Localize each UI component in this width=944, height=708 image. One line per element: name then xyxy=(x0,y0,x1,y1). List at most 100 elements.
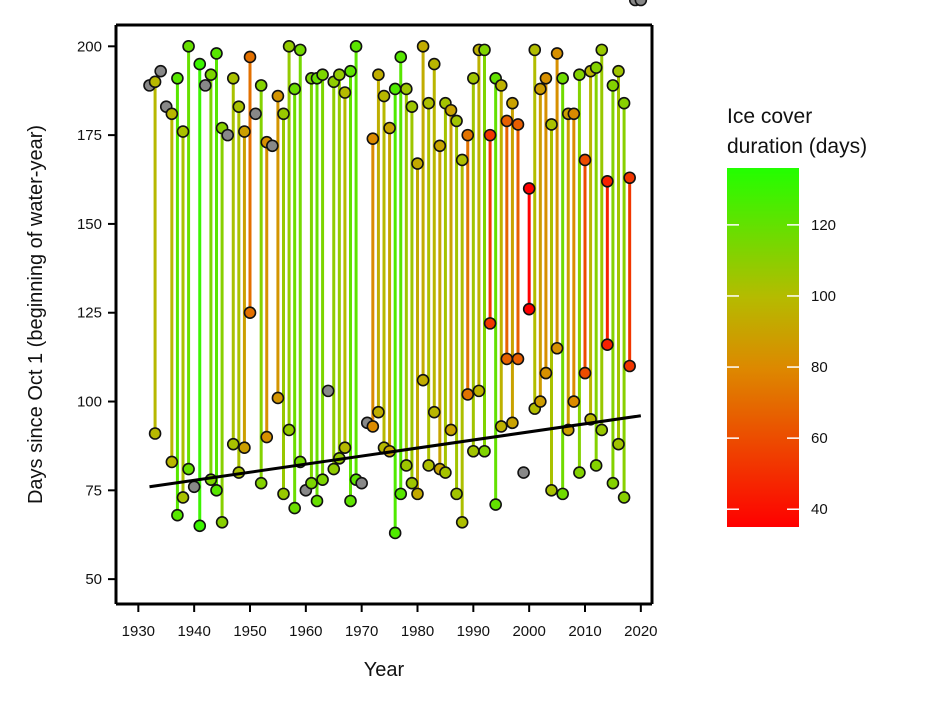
x-tick-label: 1970 xyxy=(345,623,378,640)
ice-off-point xyxy=(612,64,625,78)
ice-on-point xyxy=(617,491,631,504)
plot-area: 50 75 100 125 150 175 200 1930 1940 1950 1960 1970 1… xyxy=(25,0,658,681)
ice-off-point xyxy=(349,40,363,53)
ice-on-point xyxy=(623,359,636,373)
x-tick-label: 1930 xyxy=(122,623,155,640)
ice-off-point xyxy=(455,153,469,167)
legend-tick-label: 120 xyxy=(811,217,836,234)
ice-on-point xyxy=(171,508,184,522)
ice-off-point xyxy=(405,100,419,113)
ice-on-point xyxy=(176,491,190,504)
ice-off-point xyxy=(634,0,648,7)
ice-on-point xyxy=(238,441,251,455)
ice-on-point xyxy=(444,423,458,437)
ice-off-point xyxy=(467,71,480,85)
ice-on-point xyxy=(277,487,290,501)
ice-on-point xyxy=(182,462,195,476)
ice-off-point xyxy=(316,68,329,82)
ice-on-point xyxy=(316,473,329,486)
ice-on-point xyxy=(394,487,408,501)
ice-on-point xyxy=(288,501,301,515)
segments xyxy=(153,46,632,533)
x-tick-label: 2010 xyxy=(568,623,601,640)
ice-off-point xyxy=(500,114,514,128)
ice-on-point xyxy=(372,405,385,419)
y-tick-label: 175 xyxy=(77,127,102,144)
legend-tick-label: 40 xyxy=(811,501,828,518)
ice-on-point xyxy=(550,341,564,355)
ice-off-point xyxy=(344,64,357,78)
ice-on-point xyxy=(148,427,162,440)
ice-off-point xyxy=(377,89,391,103)
ice-off-point xyxy=(338,86,352,99)
ice-on-point xyxy=(494,420,508,433)
ice-on-point xyxy=(511,352,525,366)
ice-off-point xyxy=(556,71,569,85)
y-tick-label: 75 xyxy=(85,482,102,499)
ice-on-point xyxy=(595,423,609,437)
ice-on-point xyxy=(254,476,268,490)
x-tick-label: 2020 xyxy=(624,623,657,640)
ice-on-point xyxy=(522,302,536,316)
trend-line xyxy=(149,414,642,489)
ice-off-point xyxy=(433,139,447,153)
ice-off-point xyxy=(422,96,435,110)
ice-on-point xyxy=(539,366,553,380)
ice-on-point xyxy=(601,338,614,351)
ice-off-point xyxy=(427,57,441,71)
ice-off-point xyxy=(534,82,547,96)
ice-on-point xyxy=(472,384,486,398)
ice-off-point xyxy=(528,43,542,57)
ice-on-point xyxy=(243,306,257,320)
ice-on-point xyxy=(165,455,179,469)
legend-title: Ice cover xyxy=(727,105,812,128)
ice-off-point xyxy=(494,79,508,92)
ice-off-point xyxy=(383,121,396,135)
ice-off-point xyxy=(171,71,184,85)
ice-off-point xyxy=(266,139,279,153)
ice-on-point xyxy=(355,476,368,490)
ice-on-point xyxy=(556,487,569,501)
x-tick-label: 1990 xyxy=(457,623,490,640)
ice-off-point xyxy=(271,89,285,103)
ice-on-point xyxy=(500,352,514,366)
legend: Ice cover duration (days) 40 60 80 100 120 xyxy=(727,105,867,527)
ice-on-point xyxy=(545,484,558,497)
ice-off-point xyxy=(394,50,408,64)
y-tick-label: 125 xyxy=(77,305,102,322)
ice-on-point xyxy=(450,487,463,501)
ice-off-point xyxy=(506,96,519,110)
ice-on-point xyxy=(567,395,581,408)
y-tick-label: 50 xyxy=(85,571,102,588)
ice-on-point xyxy=(260,430,274,444)
ice-off-point xyxy=(372,68,385,82)
ice-off-point xyxy=(388,82,402,96)
x-tick-label: 1960 xyxy=(289,623,322,640)
x-tick-label: 1950 xyxy=(233,623,266,640)
ice-on-point xyxy=(478,444,491,458)
ice-off-point xyxy=(617,96,631,110)
ice-on-point xyxy=(578,366,592,380)
ice-off-point xyxy=(522,182,536,195)
ice-on-point xyxy=(305,476,318,490)
ice-on-point xyxy=(589,459,603,472)
legend-colorbar xyxy=(727,168,799,527)
ice-on-point xyxy=(271,391,285,405)
ice-off-point xyxy=(573,68,586,82)
ice-off-point xyxy=(511,118,525,131)
ice-off-point xyxy=(416,40,430,53)
ice-on-point xyxy=(193,519,207,533)
ice-off-point xyxy=(210,47,223,60)
ice-off-point xyxy=(232,100,246,113)
ice-off-point xyxy=(550,47,564,60)
legend-tick-label: 80 xyxy=(811,359,828,376)
ice-off-point xyxy=(282,40,296,53)
ice-off-point xyxy=(204,68,218,82)
ice-on-point xyxy=(405,476,419,490)
ice-off-point xyxy=(277,107,290,121)
ice-off-point xyxy=(366,132,380,145)
ice-off-point xyxy=(623,171,636,185)
ice-off-point xyxy=(483,128,497,142)
y-axis-title: Days since Oct 1 (beginning of water-yea… xyxy=(25,125,47,504)
legend-title: duration (days) xyxy=(727,135,867,158)
